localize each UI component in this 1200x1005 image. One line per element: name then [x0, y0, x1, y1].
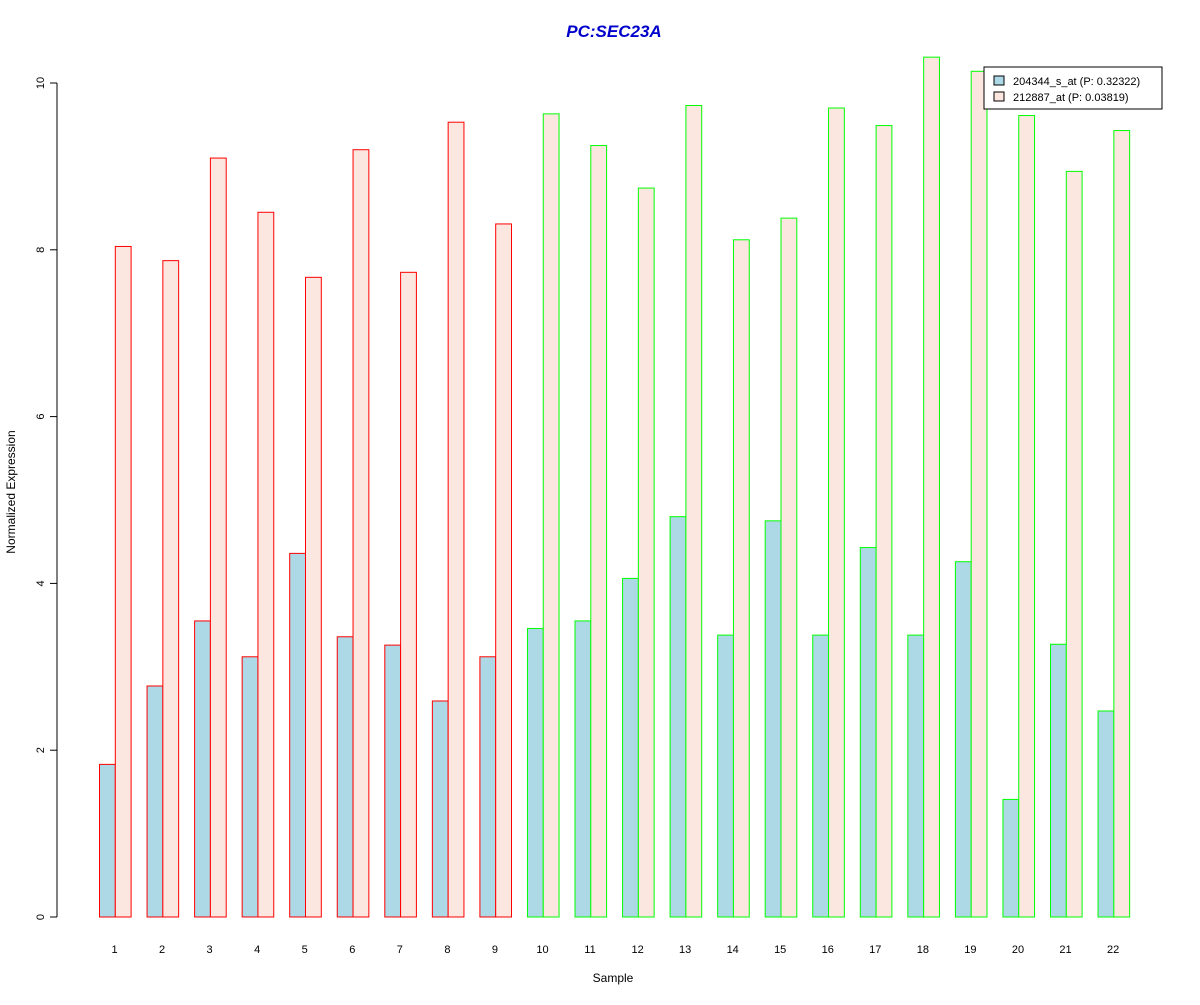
- x-tick-label: 9: [492, 944, 498, 956]
- x-tick-label: 8: [444, 944, 450, 956]
- x-tick-label: 16: [822, 944, 834, 956]
- x-tick-label: 22: [1107, 944, 1119, 956]
- bar-2-sample-13: [685, 105, 703, 918]
- bar-2-sample-15: [780, 217, 798, 918]
- bar-2-sample-3: [209, 157, 227, 918]
- x-tick-label: 15: [774, 944, 786, 956]
- bar-2-sample-16: [828, 107, 845, 918]
- x-tick-label: 20: [1012, 944, 1024, 956]
- x-tick-label: 3: [207, 944, 213, 956]
- y-tick-label: 10: [35, 77, 47, 89]
- x-tick-label: 21: [1059, 944, 1071, 956]
- legend-box: [983, 66, 1163, 110]
- bar-2-sample-12: [637, 187, 655, 918]
- x-axis-label: Sample: [593, 971, 634, 985]
- bar-1-sample-6: [336, 636, 354, 918]
- x-tick-label: 7: [397, 944, 403, 956]
- bar-2-sample-11: [590, 145, 608, 918]
- bar-1-sample-5: [289, 552, 307, 918]
- bar-2-sample-5: [305, 276, 322, 918]
- chart-title: PC:SEC23A: [566, 22, 661, 41]
- bar-2-sample-20: [1018, 115, 1036, 918]
- bar-1-sample-16: [812, 634, 830, 918]
- bar-1-sample-4: [241, 656, 259, 918]
- bar-1-sample-20: [1002, 798, 1020, 918]
- bar-1-sample-1: [99, 763, 116, 918]
- bar-2-sample-10: [542, 113, 560, 918]
- x-tick-label: 4: [254, 944, 260, 956]
- bar-2-sample-14: [732, 239, 750, 918]
- bar-2-sample-2: [162, 260, 180, 918]
- x-tick-label: 5: [302, 944, 308, 956]
- x-tick-label: 11: [584, 944, 595, 956]
- bar-2-sample-19: [970, 70, 988, 918]
- bar-1-sample-12: [622, 577, 639, 918]
- x-tick-label: 6: [349, 944, 355, 956]
- x-tick-label: 10: [536, 944, 548, 956]
- legend-entry-label: 204344_s_at (P: 0.32322): [1013, 76, 1140, 88]
- bar-2-sample-17: [875, 125, 893, 918]
- y-axis: 0 2 4 6 8 10: [35, 77, 58, 920]
- x-tick-label: 17: [869, 944, 881, 956]
- y-tick-label: 8: [35, 247, 47, 253]
- bar-1-sample-11: [574, 620, 592, 918]
- bar-1-sample-18: [907, 634, 925, 918]
- bar-2-sample-7: [400, 271, 417, 918]
- bars-layer: [99, 56, 1131, 918]
- x-tick-label: 1: [111, 944, 117, 956]
- bar-1-sample-13: [669, 516, 687, 918]
- bar-2-sample-8: [447, 121, 465, 918]
- bar-1-sample-8: [431, 700, 449, 918]
- bar-1-sample-10: [526, 627, 544, 918]
- x-tick-label: 18: [917, 944, 929, 956]
- bar-2-sample-6: [352, 149, 370, 918]
- x-axis: 1 2 3 4 5 6 7 8 9 10 11 12 13 14 15 16 17 18 19 20 21 22: [111, 944, 1119, 956]
- bar-2-sample-4: [257, 211, 275, 918]
- bar-2-sample-1: [114, 245, 132, 918]
- y-tick-label: 6: [35, 414, 47, 420]
- y-tick-label: 0: [35, 914, 47, 920]
- bar-1-sample-3: [194, 620, 211, 918]
- bar-2-sample-18: [923, 56, 940, 918]
- bar-1-sample-22: [1097, 710, 1115, 918]
- legend: 204344_s_at (P: 0.32322) 212887_at (P: 0.…: [983, 66, 1163, 110]
- legend-entry-label: 212887_at (P: 0.03819): [1013, 92, 1129, 104]
- legend-swatch: [993, 75, 1005, 86]
- bar-1-sample-14: [717, 634, 734, 918]
- bar-1-sample-7: [384, 644, 402, 918]
- bar-2-sample-22: [1113, 130, 1131, 918]
- y-tick-label: 2: [35, 747, 47, 753]
- x-tick-label: 14: [727, 944, 739, 956]
- bar-2-sample-9: [495, 223, 513, 918]
- bar-1-sample-15: [764, 520, 782, 918]
- bar-1-sample-17: [859, 547, 877, 918]
- x-tick-label: 19: [964, 944, 976, 956]
- x-tick-label: 2: [159, 944, 165, 956]
- bar-1-sample-19: [954, 561, 972, 918]
- bar-1-sample-2: [146, 685, 164, 918]
- bar-1-sample-9: [479, 656, 497, 918]
- legend-swatch: [993, 91, 1005, 102]
- x-tick-label: 12: [631, 944, 643, 956]
- bar-2-sample-21: [1065, 170, 1083, 918]
- y-axis-label: Normalized Expression: [4, 430, 18, 553]
- y-tick-label: 4: [35, 580, 47, 586]
- x-tick-label: 13: [679, 944, 691, 956]
- bar-1-sample-21: [1050, 643, 1067, 918]
